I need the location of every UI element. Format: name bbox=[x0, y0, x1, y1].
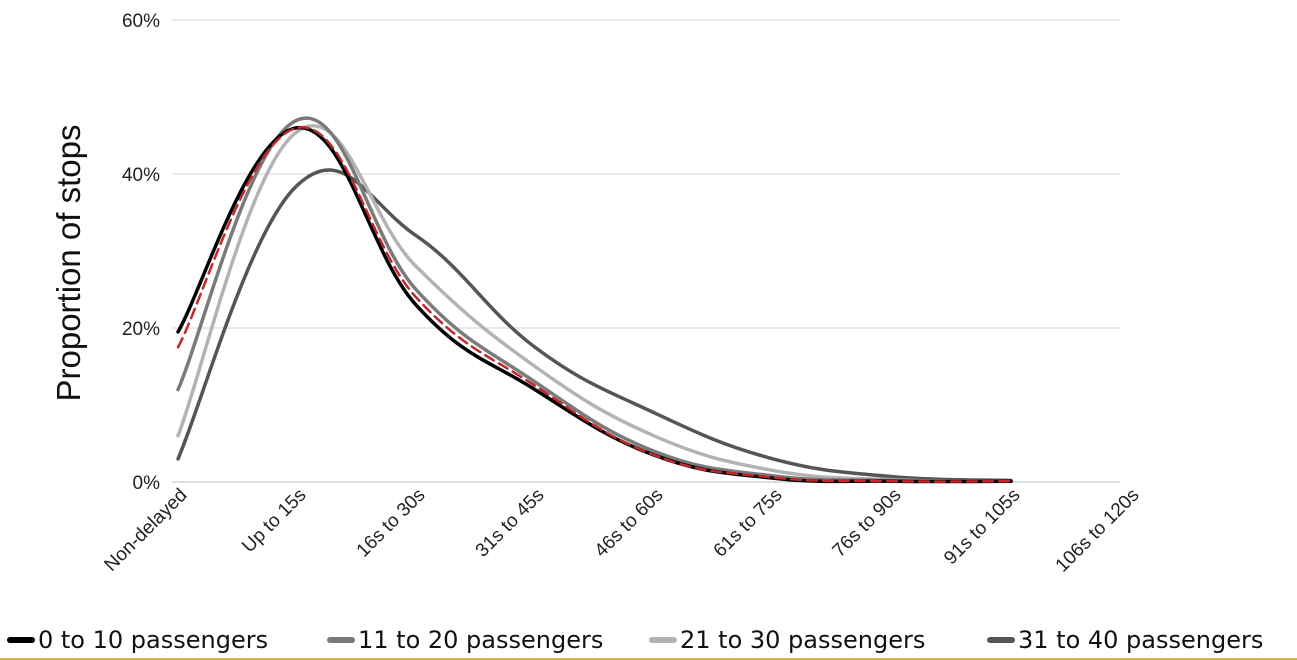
legend-item: 0 to 10 passengers bbox=[7, 626, 268, 654]
x-axis-categories: Non-delayed Up to 15s 16s to 30s 31s to 45s… bbox=[100, 485, 1143, 577]
y-tick-label: 20% bbox=[122, 319, 160, 340]
series-line-4 bbox=[176, 168, 1013, 483]
legend-item: 31 to 40 passengers bbox=[987, 626, 1263, 654]
x-tick-label: 61s to 75s bbox=[710, 485, 787, 562]
x-tick-label: 46s to 60s bbox=[591, 485, 668, 562]
legend-item: 21 to 30 passengers bbox=[649, 626, 925, 654]
legend-item: 11 to 20 passengers bbox=[327, 626, 603, 654]
y-axis-label: Proportion of stops bbox=[50, 125, 87, 402]
x-tick-label: Non-delayed bbox=[100, 485, 191, 576]
x-tick-label: 31s to 45s bbox=[472, 485, 549, 562]
x-tick-label: 76s to 90s bbox=[829, 485, 906, 562]
y-tick-label: 40% bbox=[122, 165, 160, 186]
gridlines bbox=[172, 19, 1120, 483]
y-tick-label: 60% bbox=[122, 11, 160, 32]
legend: 0 to 10 passengers 11 to 20 passengers 21 … bbox=[7, 626, 1263, 654]
legend-label: 21 to 30 passengers bbox=[680, 626, 925, 654]
series-line-3 bbox=[176, 124, 1013, 483]
y-tick-label: 0% bbox=[133, 473, 161, 494]
x-tick-label: 16s to 30s bbox=[353, 485, 430, 562]
series-line-dashed bbox=[176, 126, 1013, 483]
series-lines bbox=[176, 116, 1013, 484]
x-tick-label: 91s to 105s bbox=[940, 485, 1024, 569]
x-tick-label: 106s to 120s bbox=[1052, 485, 1144, 577]
legend-label: 31 to 40 passengers bbox=[1018, 626, 1263, 654]
y-axis-ticks: 0% 20% 40% 60% bbox=[122, 11, 160, 494]
x-tick-label: Up to 15s bbox=[238, 485, 310, 557]
legend-label: 0 to 10 passengers bbox=[38, 626, 268, 654]
legend-label: 11 to 20 passengers bbox=[358, 626, 603, 654]
bottom-border bbox=[0, 658, 1297, 660]
